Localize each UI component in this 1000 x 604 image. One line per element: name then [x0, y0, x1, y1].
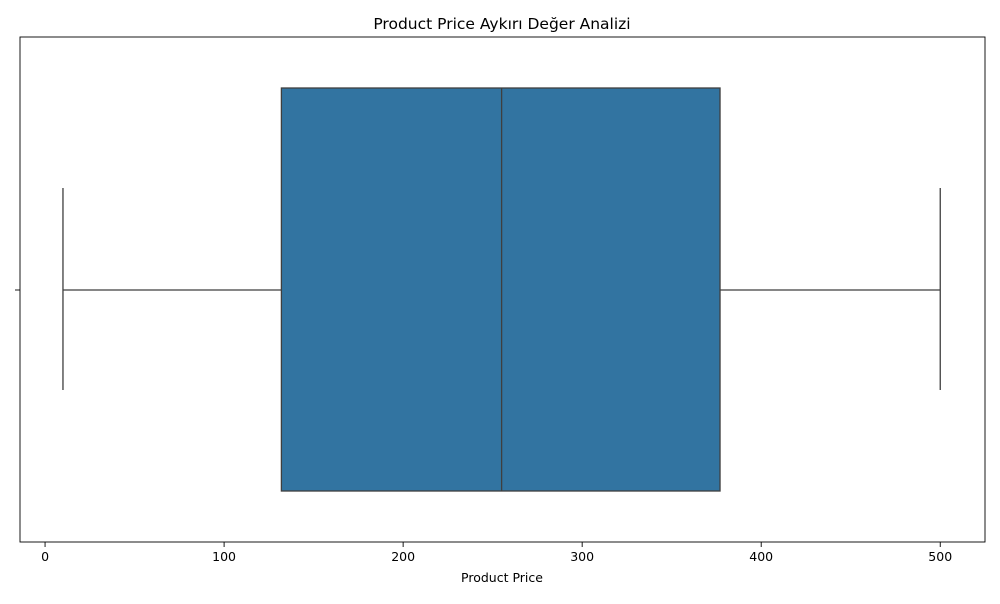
x-tick-label: 300 — [570, 549, 594, 564]
x-tick-label: 400 — [749, 549, 773, 564]
x-axis-ticks: 0 100 200 300 400 500 — [41, 542, 952, 564]
x-tick-label: 200 — [391, 549, 415, 564]
x-tick-label: 500 — [928, 549, 952, 564]
interquartile-box — [280, 87, 721, 492]
x-tick-label: 100 — [212, 549, 236, 564]
plot-area-frame — [19, 36, 986, 543]
chart-title: Product Price Aykırı Değer Analizi — [373, 15, 630, 33]
x-axis-label: Product Price — [461, 570, 543, 585]
x-tick-label: 0 — [41, 549, 49, 564]
box-plot-group — [62, 87, 941, 492]
